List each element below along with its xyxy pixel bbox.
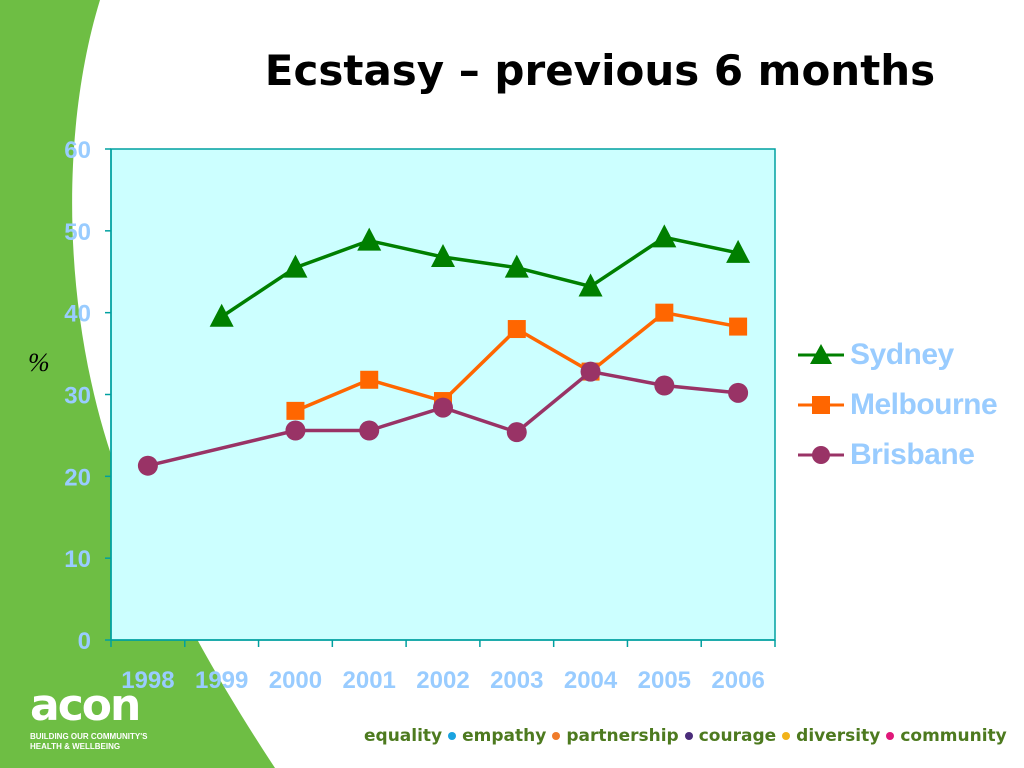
- value-community: community: [900, 726, 1007, 746]
- legend-label-brisbane: Brisbane: [850, 438, 975, 471]
- series-line-sydney: [220, 235, 739, 319]
- y-tick-label: 10: [64, 546, 91, 573]
- data-point-melbourne: [729, 317, 748, 336]
- y-tick-label: 60: [64, 137, 91, 164]
- value-dot-icon: [782, 732, 791, 740]
- data-point-brisbane: [728, 382, 749, 403]
- legend-item-sydney: Sydney: [798, 330, 997, 380]
- legend-item-brisbane: Brisbane: [798, 430, 997, 480]
- x-tick-label: 2001: [343, 667, 396, 694]
- data-point-sydney: [504, 254, 529, 278]
- y-tick-label: 30: [64, 383, 91, 410]
- x-tick-label: 1998: [121, 667, 174, 694]
- y-tick-label: 40: [64, 301, 91, 328]
- x-tick-label: 2006: [711, 667, 764, 694]
- data-point-brisbane: [285, 420, 306, 441]
- logo-wordmark: acon: [30, 680, 141, 731]
- square-marker-icon: [798, 396, 844, 414]
- circle-marker-icon: [798, 446, 844, 464]
- value-dot-icon: [552, 732, 561, 740]
- y-tick-label: 0: [78, 628, 91, 655]
- value-dot-icon: [684, 732, 693, 740]
- value-diversity: diversity: [796, 726, 881, 746]
- chart-legend: Sydney Melbourne Brisbane: [798, 330, 998, 480]
- page-title: Ecstasy – previous 6 months: [264, 46, 936, 95]
- x-tick-label: 2003: [490, 667, 543, 694]
- values-bar: equality empathy partnership courage diversi…: [364, 726, 1007, 746]
- data-point-brisbane: [580, 361, 601, 382]
- x-tick-label: 1999: [195, 667, 248, 694]
- data-point-melbourne: [507, 320, 526, 339]
- y-axis-label: %: [28, 348, 50, 377]
- data-point-brisbane: [654, 375, 675, 396]
- value-dot-icon: [886, 732, 895, 740]
- legend-label-melbourne: Melbourne: [850, 388, 998, 421]
- logo-tagline-line1: BUILDING OUR COMMUNITY'S: [30, 732, 148, 741]
- legend-label-sydney: Sydney: [850, 338, 954, 371]
- green-swoosh: [0, 0, 275, 768]
- value-courage: courage: [698, 726, 777, 746]
- logo-tagline-line2: HEALTH & WELLBEING: [30, 742, 121, 751]
- logo-tagline: BUILDING OUR COMMUNITY'S HEALTH & WELLBE…: [30, 732, 180, 752]
- data-point-sydney: [726, 239, 751, 263]
- legend-item-melbourne: Melbourne: [798, 380, 998, 430]
- triangle-marker-icon: [798, 344, 844, 364]
- data-point-melbourne: [286, 401, 305, 420]
- data-point-brisbane: [433, 397, 453, 418]
- data-point-melbourne: [655, 303, 674, 322]
- y-tick-label: 20: [64, 464, 91, 491]
- data-point-brisbane: [506, 422, 527, 443]
- data-point-brisbane: [359, 420, 380, 441]
- value-dot-icon: [448, 732, 457, 740]
- acon-logo: acon BUILDING OUR COMMUNITY'S HEALTH & W…: [30, 684, 180, 752]
- data-point-melbourne: [360, 370, 379, 389]
- x-tick-label: 2004: [564, 667, 618, 694]
- data-point-sydney: [578, 273, 603, 297]
- data-point-brisbane: [137, 455, 158, 476]
- data-point-sydney: [431, 244, 455, 268]
- value-partnership: partnership: [566, 726, 679, 746]
- data-point-sydney: [283, 254, 308, 278]
- x-tick-label: 2002: [416, 667, 469, 694]
- y-tick-label: 50: [64, 219, 91, 246]
- value-equality: equality: [364, 726, 443, 746]
- data-point-sydney: [209, 303, 234, 327]
- data-point-sydney: [652, 224, 677, 248]
- data-point-sydney: [357, 227, 382, 251]
- series-line-brisbane: [147, 369, 739, 468]
- value-empathy: empathy: [462, 726, 547, 746]
- x-tick-label: 2000: [269, 667, 322, 694]
- x-tick-label: 2005: [638, 667, 691, 694]
